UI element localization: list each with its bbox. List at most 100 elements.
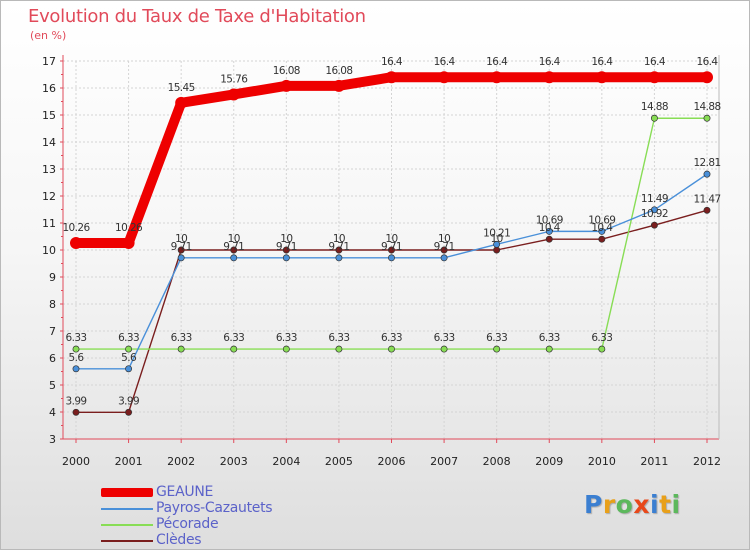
data-point-geaune	[332, 79, 345, 92]
x-tick-label: 2005	[325, 455, 353, 468]
x-tick-label: 2009	[535, 455, 563, 468]
data-point-p-corade	[335, 345, 343, 353]
chart-subtitle: (en %)	[30, 29, 67, 42]
x-tick-label: 2007	[430, 455, 458, 468]
legend-swatch-payros-cazautets	[101, 508, 153, 510]
data-label-payros-cazautets: 10.69	[536, 214, 563, 226]
data-point-cl-des	[282, 246, 290, 254]
logo-letter: i	[671, 490, 681, 519]
data-label-payros-cazautets: 5.6	[121, 352, 137, 364]
data-point-payros-cazautets	[335, 254, 343, 262]
y-tick-label: 13	[42, 163, 56, 176]
data-label-p-corade: 6.33	[118, 332, 139, 344]
data-point-geaune	[227, 88, 240, 101]
y-tick-label: 6	[49, 352, 56, 365]
data-point-p-corade	[545, 345, 553, 353]
data-point-geaune	[385, 71, 398, 84]
data-label-cl-des: 10	[333, 233, 345, 245]
data-label-cl-des: 10	[228, 233, 240, 245]
data-point-p-corade	[177, 345, 185, 353]
data-label-cl-des: 10.4	[591, 222, 613, 234]
data-label-cl-des: 11.47	[693, 193, 720, 205]
x-tick-label: 2012	[693, 455, 721, 468]
data-point-cl-des	[177, 246, 185, 254]
data-point-cl-des	[230, 246, 238, 254]
data-label-cl-des: 10	[175, 233, 187, 245]
data-label-p-corade: 6.33	[591, 332, 612, 344]
data-point-geaune	[122, 236, 135, 249]
data-label-geaune: 16.4	[486, 56, 508, 68]
data-point-payros-cazautets	[440, 254, 448, 262]
y-tick-label: 17	[42, 55, 56, 68]
y-tick-label: 8	[49, 298, 56, 311]
data-label-payros-cazautets: 9.71	[381, 241, 402, 253]
data-point-geaune	[438, 71, 451, 84]
data-point-geaune	[543, 71, 556, 84]
data-label-geaune: 16.4	[697, 56, 719, 68]
data-label-geaune: 16.08	[325, 65, 352, 77]
data-label-p-corade: 6.33	[171, 332, 192, 344]
logo-letter: P	[584, 490, 603, 519]
data-point-cl-des	[493, 246, 501, 254]
legend-swatch-geaune	[101, 488, 153, 497]
data-label-p-corade: 6.33	[328, 332, 349, 344]
logo-letter: i	[650, 490, 660, 519]
logo-letter: t	[659, 490, 672, 519]
y-tick-label: 9	[49, 271, 56, 284]
data-point-cl-des	[335, 246, 343, 254]
data-point-p-corade	[282, 345, 290, 353]
legend-label-payros-cazautets: Payros-Cazautets	[156, 500, 273, 516]
legend-label-geaune: GEAUNE	[156, 484, 214, 500]
data-label-cl-des: 10.4	[539, 222, 561, 234]
data-label-cl-des: 3.99	[66, 395, 87, 407]
y-tick-label: 15	[42, 109, 56, 122]
logo-letter: o	[615, 490, 634, 519]
data-point-payros-cazautets	[545, 227, 553, 235]
y-tick-label: 10	[42, 244, 56, 257]
data-label-payros-cazautets: 9.71	[328, 241, 349, 253]
data-point-p-corade	[388, 345, 395, 353]
data-label-cl-des: 10	[280, 233, 292, 245]
data-label-p-corade: 6.33	[381, 332, 402, 344]
data-label-p-corade: 14.88	[641, 101, 668, 113]
data-label-payros-cazautets: 10.69	[588, 214, 615, 226]
data-point-geaune	[701, 71, 713, 84]
axes: 3 4 5 6 7 8 9 10 11 12 13 14 15 16 17 2000 2001 2002 2003 2…	[42, 55, 721, 468]
data-point-payros-cazautets	[493, 240, 501, 248]
data-label-p-corade: 6.33	[66, 332, 87, 344]
x-tick-label: 2004	[272, 455, 300, 468]
x-tick-label: 2008	[483, 455, 511, 468]
proxiti-logo: Proxiti	[584, 490, 681, 519]
legend-swatch-cledes	[101, 540, 153, 542]
data-point-cl-des	[125, 408, 133, 416]
data-label-p-corade: 14.88	[693, 101, 720, 113]
data-point-cl-des	[598, 235, 606, 243]
data-point-p-corade	[230, 345, 238, 353]
data-point-payros-cazautets	[282, 254, 290, 262]
x-tick-label: 2006	[378, 455, 406, 468]
data-labels: 10.26 10.26 15.45 15.76 16.08 16.08 16.4 16.4 16…	[62, 56, 721, 407]
data-point-p-corade	[125, 345, 133, 353]
y-tick-label: 11	[42, 217, 56, 230]
series-lines	[70, 71, 713, 416]
data-point-p-corade	[598, 345, 606, 353]
legend-swatch-pecorade	[101, 524, 153, 526]
data-label-payros-cazautets: 9.71	[434, 241, 455, 253]
data-point-cl-des	[440, 246, 448, 254]
data-label-payros-cazautets: 9.71	[223, 241, 244, 253]
grid	[63, 60, 719, 440]
data-label-payros-cazautets: 9.71	[171, 241, 192, 253]
data-point-cl-des	[545, 235, 553, 243]
data-point-payros-cazautets	[703, 170, 711, 178]
logo-letter: x	[633, 490, 650, 519]
data-point-geaune	[70, 236, 82, 249]
data-label-cl-des: 10	[438, 233, 450, 245]
y-tick-label: 12	[42, 190, 56, 203]
data-point-p-corade	[493, 345, 501, 353]
data-point-cl-des	[650, 221, 658, 229]
data-point-p-corade	[703, 114, 711, 122]
legend-label-cledes: Clèdes	[156, 532, 202, 548]
data-label-geaune: 10.26	[115, 222, 143, 234]
data-point-payros-cazautets	[388, 254, 395, 262]
